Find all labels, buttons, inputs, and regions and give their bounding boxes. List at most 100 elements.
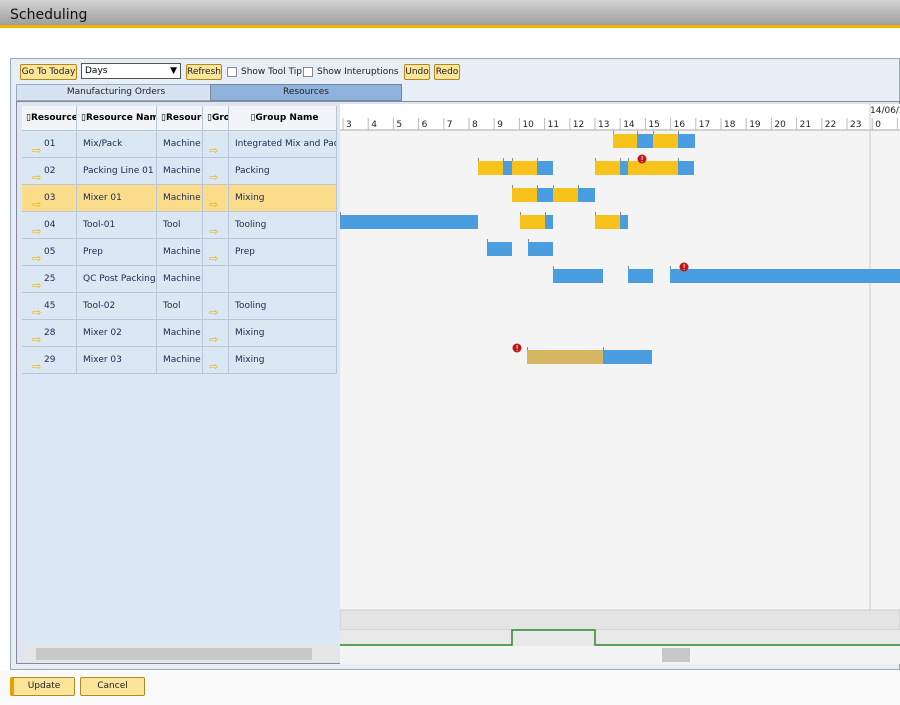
cell-icon[interactable]: ⇨: [203, 185, 229, 212]
cell-id[interactable]: 02 ⇨: [22, 158, 77, 185]
hour-label: 0: [875, 120, 881, 130]
row-arrow: ⇨: [32, 225, 42, 238]
h-scrollbar[interactable]: [22, 646, 337, 662]
cell-type[interactable]: Tool: [157, 212, 203, 239]
update-button[interactable]: Update: [10, 677, 75, 696]
cell-type[interactable]: Machine: [157, 131, 203, 158]
tab[interactable]: Manufacturing Orders: [16, 84, 216, 101]
cell-icon[interactable]: ⇨: [203, 320, 229, 347]
hour-label: 23: [850, 120, 861, 130]
hour-label: 11: [548, 120, 559, 130]
cell-id[interactable]: 28 ⇨: [22, 320, 77, 347]
row-arrow: ⇨: [209, 252, 219, 265]
cell-type[interactable]: Machine: [157, 266, 203, 293]
cell-id[interactable]: 01 ⇨: [22, 131, 77, 158]
refresh-button[interactable]: Refresh: [186, 64, 222, 80]
hour-label: 4: [371, 120, 377, 130]
cell-icon[interactable]: ⇨: [203, 131, 229, 158]
footer: [0, 670, 900, 705]
hour-label: 20: [774, 120, 786, 130]
header-text: Resource: [165, 113, 202, 123]
task-bar: [553, 269, 603, 283]
column-header[interactable]: ▯Group Name: [229, 106, 337, 131]
interruptions-checkbox[interactable]: [303, 67, 313, 77]
task-bar: [637, 134, 653, 148]
column-header[interactable]: ▯Resource: [22, 106, 77, 131]
cell-name[interactable]: Mixer 01: [77, 185, 157, 212]
column-header[interactable]: ▯Resource: [157, 106, 203, 131]
cell-type[interactable]: Machine: [157, 158, 203, 185]
header-text: Resource Name: [85, 113, 156, 123]
cell-group[interactable]: Mixing: [229, 347, 337, 374]
column-header[interactable]: ▯Gro: [203, 106, 229, 131]
cell-name[interactable]: Prep: [77, 239, 157, 266]
column-header[interactable]: ▯Resource Name: [77, 106, 157, 131]
hour-label: 19: [749, 120, 761, 130]
task-bar: [528, 242, 553, 256]
task-bar: [537, 161, 553, 175]
cell-id[interactable]: 45 ⇨: [22, 293, 77, 320]
interruptions-label: Show Interuptions: [317, 67, 399, 77]
hour-label: 3: [346, 120, 352, 130]
task-bar: [653, 134, 678, 148]
cell-id[interactable]: 29 ⇨: [22, 347, 77, 374]
gantt: 14/06/2 3 4 5 6 7 8 9 10 11 12 13 14 15 16 17 18 19 20 21 2…: [340, 104, 900, 664]
cell-id[interactable]: 03 ⇨: [22, 185, 77, 212]
cell-icon[interactable]: ⇨: [203, 212, 229, 239]
row-arrow: ⇨: [209, 360, 219, 373]
row-arrow: ⇨: [32, 144, 42, 157]
row-arrow: ⇨: [32, 306, 42, 319]
cancel-button[interactable]: Cancel: [80, 677, 145, 696]
row-arrow: ⇨: [209, 198, 219, 211]
view-dropdown[interactable]: Days ▼: [81, 63, 181, 79]
cell-type[interactable]: Machine: [157, 347, 203, 374]
resource-grid: ▯Resource▯Resource Name▯Resource▯Gro▯Gro…: [22, 106, 337, 643]
tab-active[interactable]: Resources: [210, 84, 402, 101]
cell-type[interactable]: Machine: [157, 185, 203, 212]
undo-button[interactable]: Undo: [404, 64, 430, 80]
warning-mark: !: [516, 344, 519, 353]
redo-button[interactable]: Redo: [434, 64, 460, 80]
cell-name[interactable]: Tool-02: [77, 293, 157, 320]
cell-name[interactable]: Mix/Pack: [77, 131, 157, 158]
cell-group[interactable]: Prep: [229, 239, 337, 266]
cell-group[interactable]: Mixing: [229, 185, 337, 212]
cell-name[interactable]: Packing Line 01: [77, 158, 157, 185]
cell-icon[interactable]: ⇨: [203, 347, 229, 374]
row-arrow: ⇨: [209, 333, 219, 346]
task-bar: [603, 350, 652, 364]
warning-icon: [637, 154, 647, 164]
window-title: Scheduling: [10, 7, 88, 23]
cell-type[interactable]: Machine: [157, 320, 203, 347]
cell-group[interactable]: [229, 266, 337, 293]
warning-mark: !: [683, 263, 686, 272]
cell-icon[interactable]: ⇨: [203, 293, 229, 320]
cell-group[interactable]: Tooling: [229, 293, 337, 320]
cell-name[interactable]: Mixer 03: [77, 347, 157, 374]
cell-group[interactable]: Tooling: [229, 212, 337, 239]
task-bar: [512, 188, 537, 202]
go-to-today-button[interactable]: Go To Today: [20, 64, 77, 80]
column-icon: ▯: [26, 113, 31, 123]
cell-group[interactable]: Mixing: [229, 320, 337, 347]
cell-name[interactable]: QC Post Packing: [77, 266, 157, 293]
cell-name[interactable]: Tool-01: [77, 212, 157, 239]
cell-group[interactable]: Integrated Mix and Pack: [229, 131, 337, 158]
cell-name[interactable]: Mixer 02: [77, 320, 157, 347]
task-bar: [595, 161, 620, 175]
header-text: Group Name: [255, 113, 319, 123]
cell-id[interactable]: 05 ⇨: [22, 239, 77, 266]
cell-id[interactable]: 25 ⇨: [22, 266, 77, 293]
cell-icon[interactable]: ⇨: [203, 239, 229, 266]
hour-label: 6: [422, 120, 428, 130]
task-bar: [503, 161, 512, 175]
hour-label: 14: [623, 120, 635, 130]
cell-group[interactable]: Packing: [229, 158, 337, 185]
cell-type[interactable]: Machine: [157, 239, 203, 266]
tooltip-checkbox[interactable]: [227, 67, 237, 77]
cell-type[interactable]: Tool: [157, 293, 203, 320]
column-icon: ▯: [161, 113, 166, 123]
cell-icon[interactable]: [203, 266, 229, 293]
cell-id[interactable]: 04 ⇨: [22, 212, 77, 239]
cell-icon[interactable]: ⇨: [203, 158, 229, 185]
